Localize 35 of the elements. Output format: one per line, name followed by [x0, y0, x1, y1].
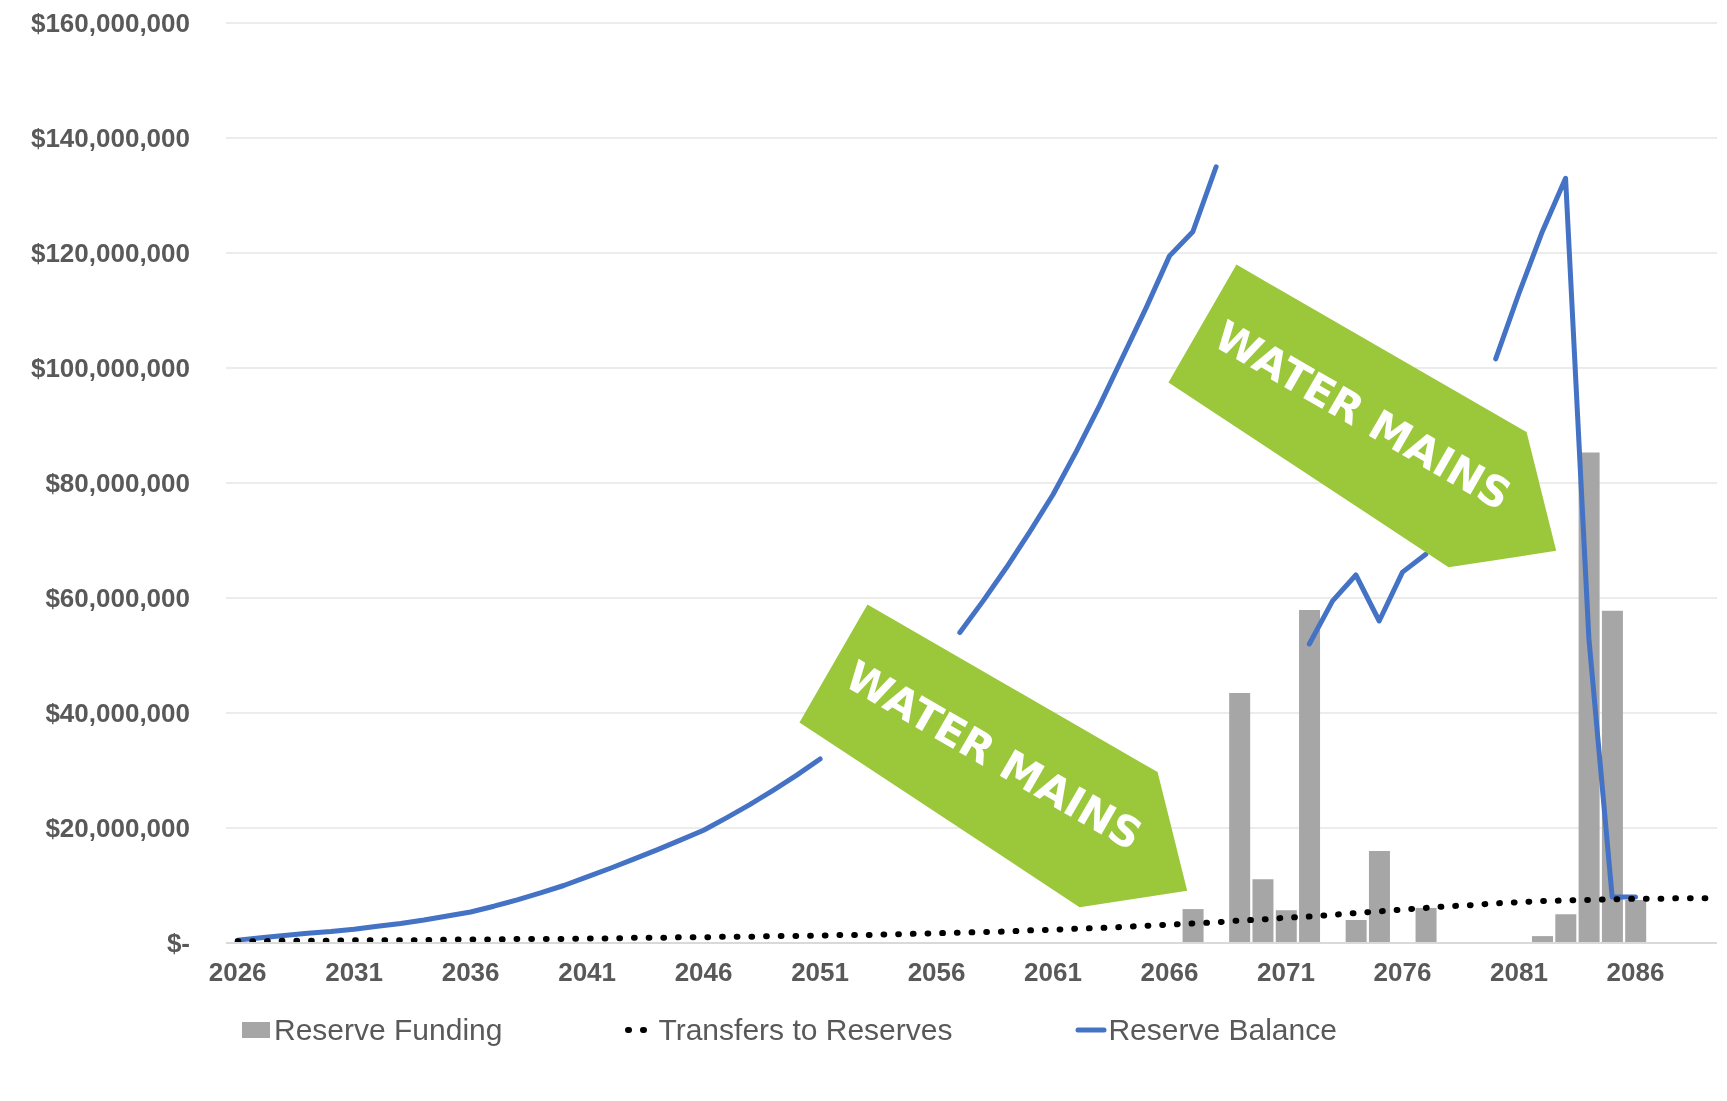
x-tick-label: 2076: [1373, 957, 1432, 988]
bar: [1601, 610, 1623, 943]
legend-label: Reserve Balance: [1108, 1013, 1337, 1047]
y-tick-label: $80,000,000: [45, 468, 190, 499]
bar: [1299, 610, 1321, 943]
x-tick-label: 2066: [1140, 957, 1199, 988]
x-tick-label: 2046: [674, 957, 733, 988]
y-tick-label: $60,000,000: [45, 583, 190, 614]
x-tick-label: 2031: [325, 957, 384, 988]
bar: [1252, 879, 1274, 943]
bar: [1625, 899, 1647, 943]
y-tick-label: $20,000,000: [45, 813, 190, 844]
x-tick-label: 2051: [791, 957, 849, 988]
bar: [1345, 920, 1367, 943]
y-tick-label: $120,000,000: [30, 238, 190, 269]
bar: [1415, 907, 1437, 943]
bar: [1182, 909, 1204, 943]
x-tick-label: 2086: [1606, 957, 1665, 988]
legend-label: Reserve Funding: [274, 1013, 503, 1047]
y-tick-label: $160,000,000: [30, 8, 190, 39]
x-tick-label: 2061: [1024, 957, 1082, 988]
x-tick-label: 2056: [907, 957, 966, 988]
y-tick-label: $140,000,000: [30, 123, 190, 154]
x-tick-label: 2071: [1257, 957, 1315, 988]
y-tick-label: $40,000,000: [45, 698, 190, 729]
x-tick-label: 2026: [208, 957, 267, 988]
legend-label: Transfers to Reserves: [658, 1013, 953, 1047]
bar: [1368, 851, 1390, 943]
bar: [1229, 692, 1251, 943]
y-tick-label: $-: [166, 928, 190, 959]
x-tick-label: 2036: [441, 957, 500, 988]
x-tick-label: 2081: [1490, 957, 1548, 988]
bar: [1555, 914, 1577, 943]
y-tick-label: $100,000,000: [30, 353, 190, 384]
x-tick-label: 2041: [558, 957, 617, 988]
